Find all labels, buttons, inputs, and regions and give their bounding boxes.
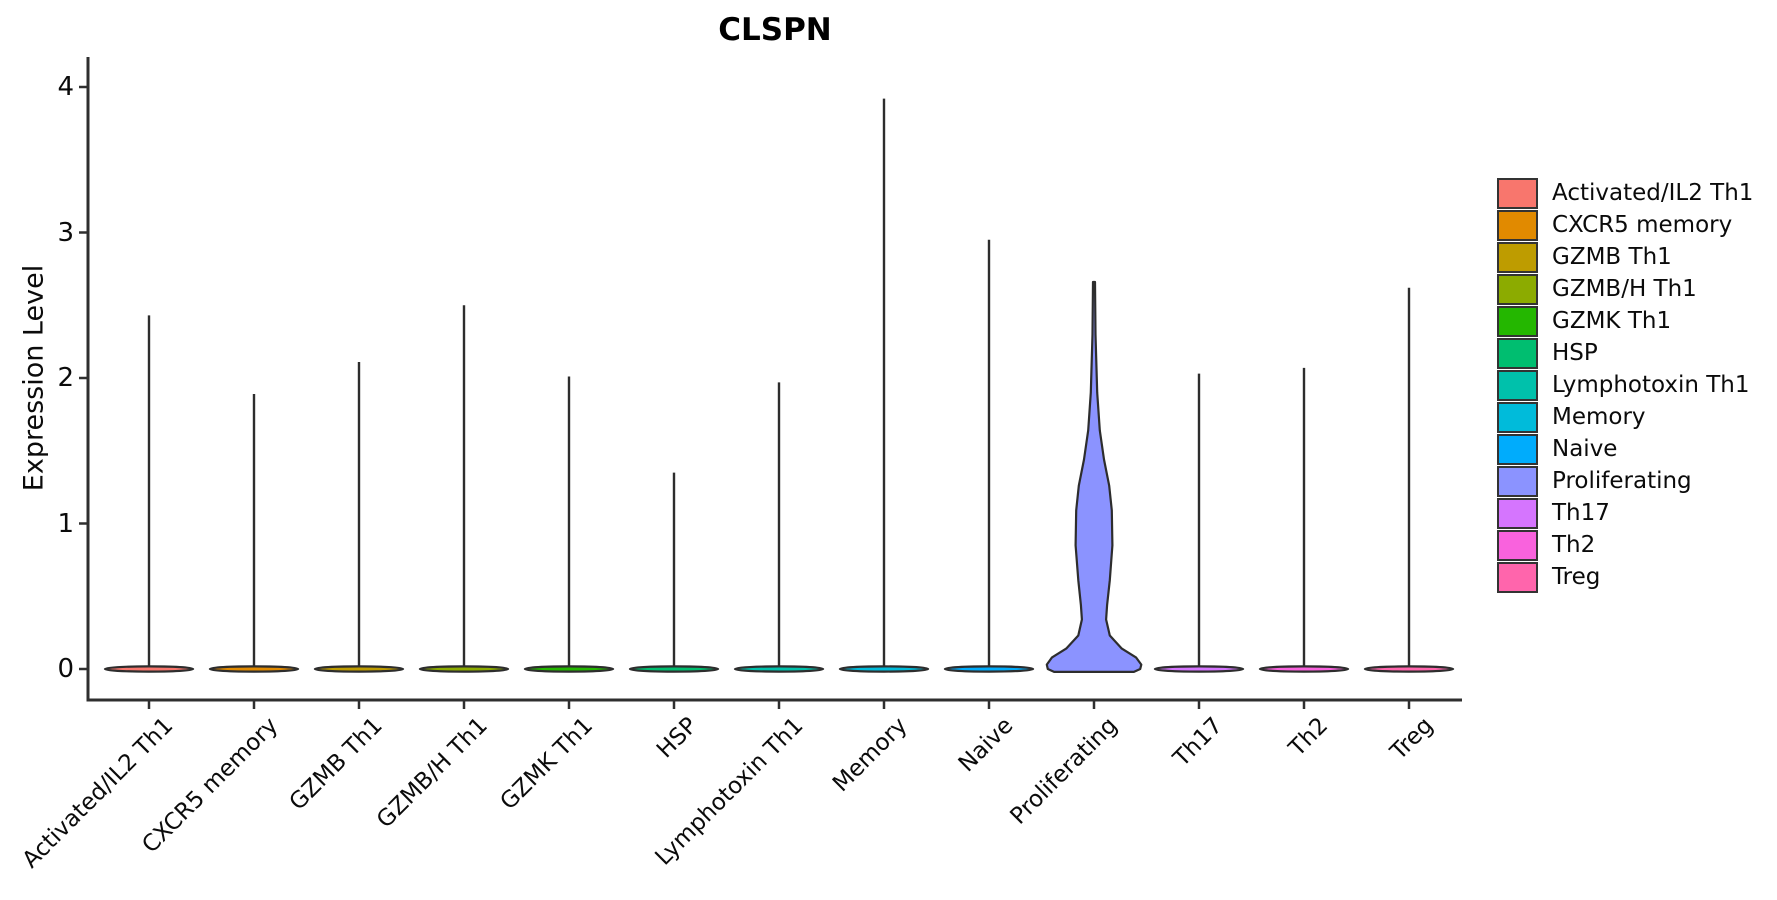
legend-swatch xyxy=(1497,241,1538,273)
violin-zero-bar-2 xyxy=(313,665,405,673)
legend-swatch xyxy=(1497,305,1538,337)
legend-label: Activated/IL2 Th1 xyxy=(1552,180,1754,206)
legend-item-6: Lymphotoxin Th1 xyxy=(1497,369,1753,401)
legend: Activated/IL2 Th1 CXCR5 memory GZMB Th1 GZM… xyxy=(1497,177,1753,593)
violin-zero-bar-4 xyxy=(523,665,615,673)
legend-item-7: Memory xyxy=(1497,401,1753,433)
legend-label: Naive xyxy=(1552,436,1618,462)
legend-item-10: Th17 xyxy=(1497,497,1753,529)
legend-label: CXCR5 memory xyxy=(1552,212,1733,238)
violin-zero-bar-10 xyxy=(1153,665,1245,673)
legend-item-11: Th2 xyxy=(1497,529,1753,561)
legend-label: Lymphotoxin Th1 xyxy=(1552,372,1750,398)
y-tick-label: 3 xyxy=(57,217,74,248)
violin-9 xyxy=(1045,280,1143,673)
violin-zero-bar-0 xyxy=(103,665,195,673)
y-tick-label: 1 xyxy=(57,508,74,539)
violin-zero-bar-11 xyxy=(1258,665,1350,673)
chart-title: CLSPN xyxy=(718,12,832,48)
legend-swatch xyxy=(1497,369,1538,401)
legend-swatch xyxy=(1497,497,1538,529)
legend-item-12: Treg xyxy=(1497,561,1753,593)
legend-label: Th2 xyxy=(1552,532,1596,558)
legend-label: Th17 xyxy=(1552,500,1610,526)
legend-label: HSP xyxy=(1552,340,1598,366)
legend-item-9: Proliferating xyxy=(1497,465,1753,497)
legend-item-4: GZMK Th1 xyxy=(1497,305,1753,337)
legend-item-5: HSP xyxy=(1497,337,1753,369)
violin-zero-bar-7 xyxy=(838,665,930,673)
legend-swatch xyxy=(1497,337,1538,369)
legend-swatch xyxy=(1497,401,1538,433)
violin-zero-bar-1 xyxy=(208,665,300,673)
violin-zero-bar-12 xyxy=(1363,665,1455,673)
y-tick-label: 0 xyxy=(57,654,74,684)
legend-swatch xyxy=(1497,529,1538,561)
legend-item-0: Activated/IL2 Th1 xyxy=(1497,177,1753,209)
legend-swatch xyxy=(1497,209,1538,241)
legend-label: GZMB/H Th1 xyxy=(1552,276,1697,302)
legend-swatch xyxy=(1497,433,1538,465)
legend-label: Treg xyxy=(1552,564,1601,590)
legend-swatch xyxy=(1497,273,1538,305)
violin-zero-bar-3 xyxy=(418,665,510,673)
legend-item-3: GZMB/H Th1 xyxy=(1497,273,1753,305)
legend-item-2: GZMB Th1 xyxy=(1497,241,1753,273)
legend-label: GZMK Th1 xyxy=(1552,308,1672,334)
legend-item-1: CXCR5 memory xyxy=(1497,209,1753,241)
legend-swatch xyxy=(1497,177,1538,209)
violin-zero-bar-8 xyxy=(943,665,1035,673)
legend-label: Memory xyxy=(1552,404,1646,430)
violin-zero-bar-5 xyxy=(628,665,720,673)
legend-swatch xyxy=(1497,465,1538,497)
y-tick-label: 4 xyxy=(57,72,74,102)
violin-zero-bar-6 xyxy=(733,665,825,673)
legend-item-8: Naive xyxy=(1497,433,1753,465)
legend-label: GZMB Th1 xyxy=(1552,244,1672,270)
legend-label: Proliferating xyxy=(1552,468,1692,494)
y-tick-label: 2 xyxy=(57,363,74,393)
legend-swatch xyxy=(1497,561,1538,593)
